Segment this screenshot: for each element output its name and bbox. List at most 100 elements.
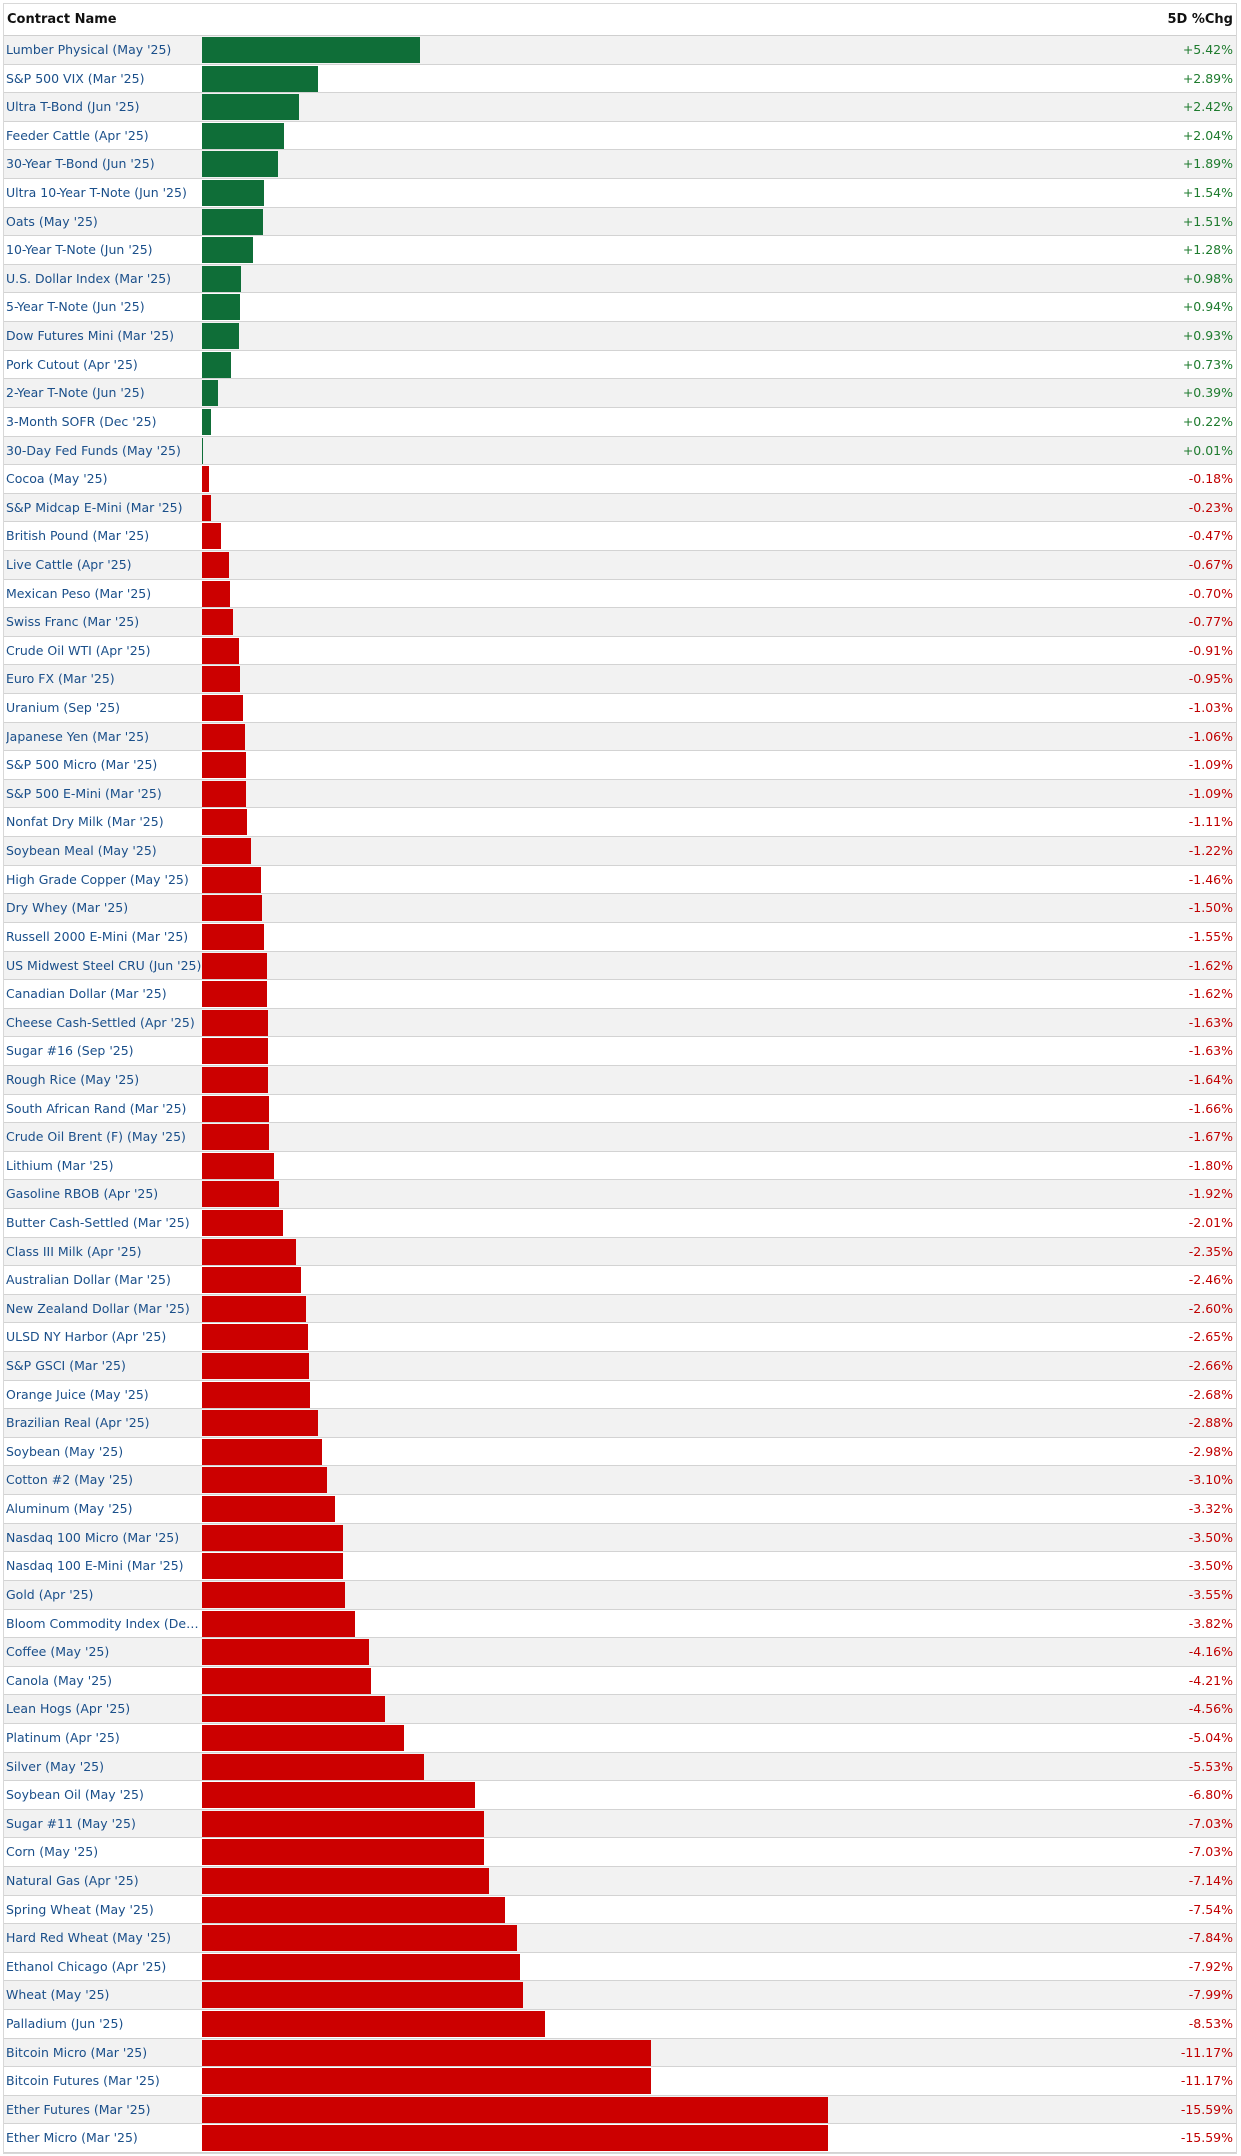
contract-name-link[interactable]: Soybean Meal (May '25) (6, 843, 157, 859)
contract-name-link[interactable]: Aluminum (May '25) (6, 1501, 133, 1517)
contract-name-link[interactable]: 30-Year T-Bond (Jun '25) (6, 156, 155, 172)
contract-name-link[interactable]: Bitcoin Futures (Mar '25) (6, 2073, 160, 2089)
contract-name-link[interactable]: Canadian Dollar (Mar '25) (6, 986, 167, 1002)
contract-name-link[interactable]: Gasoline RBOB (Apr '25) (6, 1186, 159, 1202)
contract-name-link[interactable]: Corn (May '25) (6, 1844, 99, 1860)
contract-name-link[interactable]: 5-Year T-Note (Jun '25) (6, 299, 145, 315)
contract-name-link[interactable]: High Grade Copper (May '25) (6, 871, 189, 887)
contract-name-link[interactable]: New Zealand Dollar (Mar '25) (6, 1300, 190, 1316)
contract-name-link[interactable]: Palladium (Jun '25) (6, 2016, 124, 2032)
contract-name-link[interactable]: Canola (May '25) (6, 1672, 112, 1688)
contract-name-link[interactable]: Platinum (Apr '25) (6, 1729, 120, 1745)
contract-name-link[interactable]: Nasdaq 100 Micro (Mar '25) (6, 1529, 180, 1545)
contract-name-link[interactable]: Ultra T-Bond (Jun '25) (6, 99, 140, 115)
contract-name-link[interactable]: Sugar #11 (May '25) (6, 1815, 136, 1831)
contract-name-link[interactable]: Uranium (Sep '25) (6, 700, 121, 716)
contract-name-link[interactable]: Dow Futures Mini (Mar '25) (6, 328, 175, 344)
contract-name-link[interactable]: Nonfat Dry Milk (Mar '25) (6, 814, 164, 830)
contract-name-link[interactable]: Wheat (May '25) (6, 1987, 110, 2003)
contract-name-link[interactable]: Butter Cash-Settled (Mar '25) (6, 1214, 190, 1230)
contract-name-link[interactable]: Ether Futures (Mar '25) (6, 2101, 151, 2117)
contract-name-link[interactable]: Spring Wheat (May '25) (6, 1901, 154, 1917)
contract-name-header[interactable]: Contract Name (7, 12, 117, 27)
contract-name-link[interactable]: Cocoa (May '25) (6, 471, 108, 487)
contract-name-link[interactable]: Dry Whey (Mar '25) (6, 900, 129, 916)
contract-name-link[interactable]: Ether Micro (Mar '25) (6, 2130, 138, 2146)
contract-name-link[interactable]: Euro FX (Mar '25) (6, 671, 115, 687)
change-value: -1.09% (1188, 785, 1233, 801)
contract-name-link[interactable]: Coffee (May '25) (6, 1644, 110, 1660)
contract-name-link[interactable]: Crude Oil Brent (F) (May '25) (6, 1129, 186, 1145)
contract-name-link[interactable]: U.S. Dollar Index (Mar '25) (6, 270, 172, 286)
change-bar (202, 208, 263, 235)
change-value: -3.55% (1188, 1586, 1233, 1602)
contract-name-link[interactable]: Japanese Yen (Mar '25) (6, 728, 149, 744)
contract-name-link[interactable]: South African Rand (Mar '25) (6, 1100, 187, 1116)
change-bar (202, 1410, 318, 1437)
contract-name-link[interactable]: Mexican Peso (Mar '25) (6, 585, 152, 601)
contract-name-link[interactable]: Bloom Commodity Index (Dec '25) (6, 1615, 202, 1631)
contract-name-link[interactable]: Live Cattle (Apr '25) (6, 556, 132, 572)
change-bar (202, 294, 240, 321)
change-value: -7.14% (1188, 1873, 1233, 1888)
change-value: -0.23% (1188, 499, 1233, 515)
table-row: Bitcoin Futures (Mar '25) -11.17% (4, 2067, 1236, 2096)
contract-name-link[interactable]: Swiss Franc (Mar '25) (6, 614, 140, 630)
contract-name-link[interactable]: Crude Oil WTI (Apr '25) (6, 642, 151, 658)
table-row: Cheese Cash-Settled (Apr '25) -1.63% (4, 1008, 1236, 1038)
change-value: +1.51% (1182, 213, 1233, 229)
table-body: Lumber Physical (May '25) +5.42% S&P 500 V… (4, 36, 1236, 2154)
contract-name-link[interactable]: Feeder Cattle (Apr '25) (6, 127, 149, 143)
contract-name-link[interactable]: 3-Month SOFR (Dec '25) (6, 413, 157, 429)
table-row: Live Cattle (Apr '25) -0.67% (4, 550, 1236, 580)
contract-name-link[interactable]: Cheese Cash-Settled (Apr '25) (6, 1014, 195, 1030)
change-value: -2.46% (1188, 1272, 1233, 1288)
change-value: -1.63% (1188, 1043, 1233, 1059)
contract-name-link[interactable]: ULSD NY Harbor (Apr '25) (6, 1329, 167, 1345)
contract-name-link[interactable]: Silver (May '25) (6, 1758, 104, 1774)
contract-name-link[interactable]: Nasdaq 100 E-Mini (Mar '25) (6, 1558, 184, 1574)
contract-name-link[interactable]: S&P 500 VIX (Mar '25) (6, 70, 145, 86)
table-row: 2-Year T-Note (Jun '25) +0.39% (4, 379, 1236, 408)
contract-name-link[interactable]: Brazilian Real (Apr '25) (6, 1415, 150, 1431)
contract-name-link[interactable]: Pork Cutout (Apr '25) (6, 356, 138, 372)
contract-name-link[interactable]: S&P 500 Micro (Mar '25) (6, 757, 158, 773)
change-bar (202, 1209, 283, 1236)
change-bar (202, 809, 247, 836)
contract-name-link[interactable]: Hard Red Wheat (May '25) (6, 1930, 172, 1946)
contract-name-link[interactable]: S&P GSCI (Mar '25) (6, 1358, 126, 1374)
contract-name-link[interactable]: Soybean Oil (May '25) (6, 1787, 144, 1803)
contract-name-link[interactable]: Rough Rice (May '25) (6, 1071, 140, 1087)
contract-name-link[interactable]: 10-Year T-Note (Jun '25) (6, 242, 153, 258)
change-bar (202, 122, 284, 149)
contract-name-link[interactable]: Ethanol Chicago (Apr '25) (6, 1958, 167, 1974)
contract-name-link[interactable]: Soybean (May '25) (6, 1443, 124, 1459)
contract-name-link[interactable]: Bitcoin Micro (Mar '25) (6, 2044, 148, 2060)
table-row: Cotton #2 (May '25) -3.10% (4, 1466, 1236, 1496)
table-row: Ether Futures (Mar '25) -15.59% (4, 2095, 1236, 2125)
change-value: +0.98% (1182, 270, 1233, 286)
table-row: British Pound (Mar '25) -0.47% (4, 522, 1236, 551)
five-day-change-header[interactable]: 5D %Chg (1167, 12, 1234, 27)
contract-name-link[interactable]: Australian Dollar (Mar '25) (6, 1272, 171, 1288)
change-value: +0.73% (1182, 356, 1233, 372)
contract-name-link[interactable]: Oats (May '25) (6, 213, 98, 229)
contract-name-link[interactable]: Lean Hogs (Apr '25) (6, 1701, 131, 1717)
contract-name-link[interactable]: Class III Milk (Apr '25) (6, 1243, 142, 1259)
contract-name-link[interactable]: 2-Year T-Note (Jun '25) (6, 385, 145, 401)
contract-name-link[interactable]: British Pound (Mar '25) (6, 528, 150, 544)
contract-name-link[interactable]: Lithium (Mar '25) (6, 1157, 114, 1173)
contract-name-link[interactable]: S&P 500 E-Mini (Mar '25) (6, 785, 162, 801)
change-bar (202, 780, 246, 807)
contract-name-link[interactable]: Orange Juice (May '25) (6, 1386, 149, 1402)
contract-name-link[interactable]: Lumber Physical (May '25) (6, 42, 172, 57)
contract-name-link[interactable]: Ultra 10-Year T-Note (Jun '25) (6, 185, 187, 201)
contract-name-link[interactable]: Cotton #2 (May '25) (6, 1472, 134, 1488)
contract-name-link[interactable]: 30-Day Fed Funds (May '25) (6, 442, 181, 458)
contract-name-link[interactable]: Natural Gas (Apr '25) (6, 1873, 139, 1888)
contract-name-link[interactable]: Gold (Apr '25) (6, 1586, 94, 1602)
contract-name-link[interactable]: US Midwest Steel CRU (Jun '25) (6, 957, 202, 973)
contract-name-link[interactable]: Sugar #16 (Sep '25) (6, 1043, 134, 1059)
contract-name-link[interactable]: Russell 2000 E-Mini (Mar '25) (6, 928, 189, 944)
contract-name-link[interactable]: S&P Midcap E-Mini (Mar '25) (6, 499, 183, 515)
